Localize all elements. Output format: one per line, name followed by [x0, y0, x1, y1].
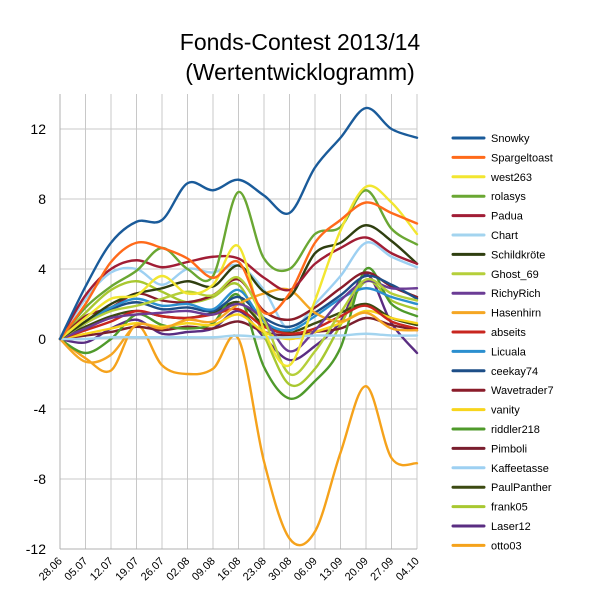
series-line-ghost-69 [58, 276, 419, 377]
legend-label-paulpanther: PaulPanther [491, 482, 552, 494]
x-tick-label: 04.10 [394, 555, 422, 583]
legend-label-spargeltoast: Spargeltoast [491, 152, 553, 164]
legend-label-otto03: otto03 [491, 540, 522, 552]
x-tick-label: 05.07 [62, 555, 90, 583]
legend-label-licuala: Licuala [491, 346, 527, 358]
x-tick-label: 12.07 [88, 555, 116, 583]
legend-label-ceekay74: ceekay74 [491, 366, 538, 378]
legend-label-richyrich: RichyRich [491, 288, 541, 300]
series-line-abseits [58, 304, 419, 341]
y-tick-label: 4 [38, 261, 46, 277]
x-tick-label: 26.07 [139, 555, 167, 583]
x-tick-label: 13.09 [317, 555, 345, 583]
legend-label-vanity: vanity [491, 405, 520, 417]
x-tick-label: 30.08 [266, 555, 294, 583]
x-tick-label: 19.07 [113, 555, 141, 583]
series-line-snowky [58, 106, 419, 341]
legend-label-riddler218: riddler218 [491, 424, 540, 436]
legend-label-frank05: frank05 [491, 502, 528, 514]
series-line-spargeltoast [58, 201, 419, 341]
series-lines [58, 106, 419, 547]
legend-label-snowky: Snowky [491, 133, 530, 145]
y-tick-label: 8 [38, 191, 46, 207]
series-line-west263 [58, 184, 419, 368]
legend-label-rolasys: rolasys [491, 191, 526, 203]
x-tick-label: 09.08 [190, 555, 218, 583]
legend-label-west263: west263 [490, 172, 532, 184]
x-tick-label: 06.09 [292, 555, 320, 583]
chart-subtitle: (Wertentwicklogramm) [185, 59, 415, 85]
legend-label-pimboli: Pimboli [491, 443, 527, 455]
series-line-padua [58, 236, 419, 341]
legend-label-padua: Padua [491, 211, 524, 223]
x-tick-label: 02.08 [164, 555, 192, 583]
y-tick-label: -8 [34, 471, 47, 487]
legend-label-schildkr-te: Schildkröte [491, 249, 545, 261]
legend-label-ghost-69: Ghost_69 [491, 269, 539, 281]
x-tick-label: 27.09 [368, 555, 396, 583]
y-tick-label: -12 [26, 541, 46, 557]
axes [59, 94, 417, 550]
series-line-paulpanther [58, 300, 419, 341]
legend-label-hasenhirn: Hasenhirn [491, 308, 541, 320]
legend-label-kaffeetasse: Kaffeetasse [491, 463, 549, 475]
series-line-ceekay74 [58, 274, 419, 341]
x-tick-label: 20.09 [343, 555, 371, 583]
legend-label-laser12: Laser12 [491, 521, 531, 533]
x-tick-labels: 28.0605.0712.0719.0726.0702.0809.0816.08… [37, 555, 422, 583]
legend-label-chart: Chart [491, 230, 518, 242]
series-line-licuala [58, 287, 419, 341]
x-tick-label: 28.06 [37, 555, 65, 583]
series-line-schildkr-te [58, 224, 419, 341]
series-line-otto03 [58, 323, 419, 547]
y-tick-label: -4 [34, 401, 47, 417]
legend: Snowky Spargeltoast west263 rolasys Padua Cha… [451, 133, 554, 552]
y-tick-label: 0 [38, 331, 46, 347]
legend-label-wavetrader7: Wavetrader7 [491, 385, 554, 397]
legend-label-abseits: abseits [491, 327, 526, 339]
x-tick-label: 23.08 [241, 555, 269, 583]
chart-title: Fonds-Contest 2013/14 [179, 29, 421, 55]
x-tick-label: 16.08 [215, 555, 243, 583]
y-tick-label: 12 [30, 121, 46, 137]
series-line-chart [58, 332, 419, 341]
y-tick-labels: 12 8 4 0 -4 -8 -12 [26, 121, 46, 557]
